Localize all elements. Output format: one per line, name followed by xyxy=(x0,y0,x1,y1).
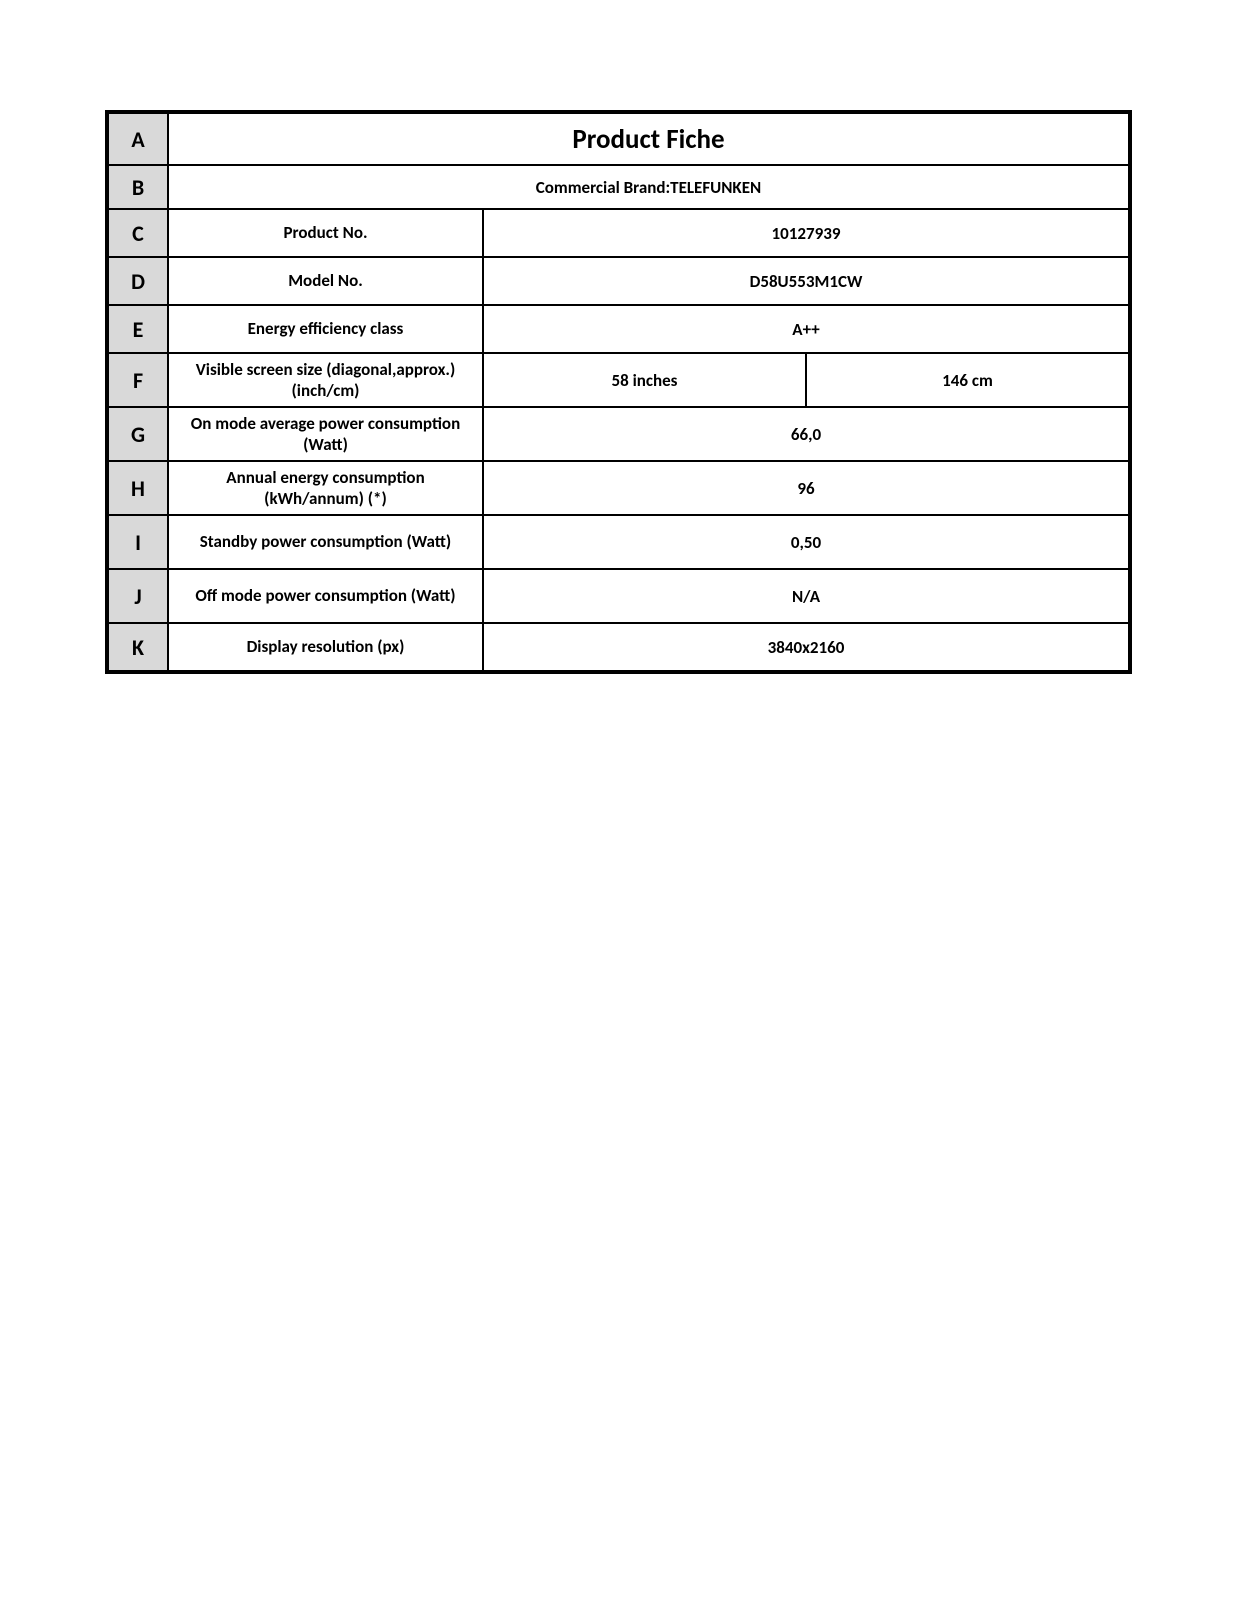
label-energy-class: Energy efficiency class xyxy=(168,305,483,353)
label-standby-power: Standby power consumption (Watt) xyxy=(168,515,483,569)
letter-b: B xyxy=(108,165,168,209)
label-model-no: Model No. xyxy=(168,257,483,305)
letter-c: C xyxy=(108,209,168,257)
letter-j: J xyxy=(108,569,168,623)
row-c: C Product No. 10127939 xyxy=(108,209,1129,257)
title-cell: Product Fiche xyxy=(168,113,1129,165)
label-display-resolution: Display resolution (px) xyxy=(168,623,483,671)
letter-h: H xyxy=(108,461,168,515)
letter-i: I xyxy=(108,515,168,569)
value-annual-energy: 96 xyxy=(483,461,1129,515)
row-d: D Model No. D58U553M1CW xyxy=(108,257,1129,305)
value-on-mode-power: 66,0 xyxy=(483,407,1129,461)
letter-e: E xyxy=(108,305,168,353)
letter-f: F xyxy=(108,353,168,407)
row-j: J Off mode power consumption (Watt) N/A xyxy=(108,569,1129,623)
value-model-no: D58U553M1CW xyxy=(483,257,1129,305)
value-product-no: 10127939 xyxy=(483,209,1129,257)
value-screen-inches: 58 inches xyxy=(483,353,806,407)
label-off-mode-power: Off mode power consumption (Watt) xyxy=(168,569,483,623)
label-annual-energy: Annual energy consumption (kWh/annum) (*… xyxy=(168,461,483,515)
letter-d: D xyxy=(108,257,168,305)
value-energy-class: A++ xyxy=(483,305,1129,353)
row-g: G On mode average power consumption (Wat… xyxy=(108,407,1129,461)
letter-k: K xyxy=(108,623,168,671)
value-screen-cm: 146 cm xyxy=(806,353,1129,407)
product-fiche-table: A Product Fiche B Commercial Brand:TELEF… xyxy=(105,110,1132,674)
row-k: K Display resolution (px) 3840x2160 xyxy=(108,623,1129,671)
value-standby-power: 0,50 xyxy=(483,515,1129,569)
label-screen-size: Visible screen size (diagonal,approx.) (… xyxy=(168,353,483,407)
label-product-no: Product No. xyxy=(168,209,483,257)
letter-g: G xyxy=(108,407,168,461)
value-display-resolution: 3840x2160 xyxy=(483,623,1129,671)
label-on-mode-power: On mode average power consumption (Watt) xyxy=(168,407,483,461)
letter-a: A xyxy=(108,113,168,165)
row-i: I Standby power consumption (Watt) 0,50 xyxy=(108,515,1129,569)
row-a: A Product Fiche xyxy=(108,113,1129,165)
brand-cell: Commercial Brand:TELEFUNKEN xyxy=(168,165,1129,209)
row-h: H Annual energy consumption (kWh/annum) … xyxy=(108,461,1129,515)
row-e: E Energy efficiency class A++ xyxy=(108,305,1129,353)
row-b: B Commercial Brand:TELEFUNKEN xyxy=(108,165,1129,209)
value-off-mode-power: N/A xyxy=(483,569,1129,623)
row-f: F Visible screen size (diagonal,approx.)… xyxy=(108,353,1129,407)
